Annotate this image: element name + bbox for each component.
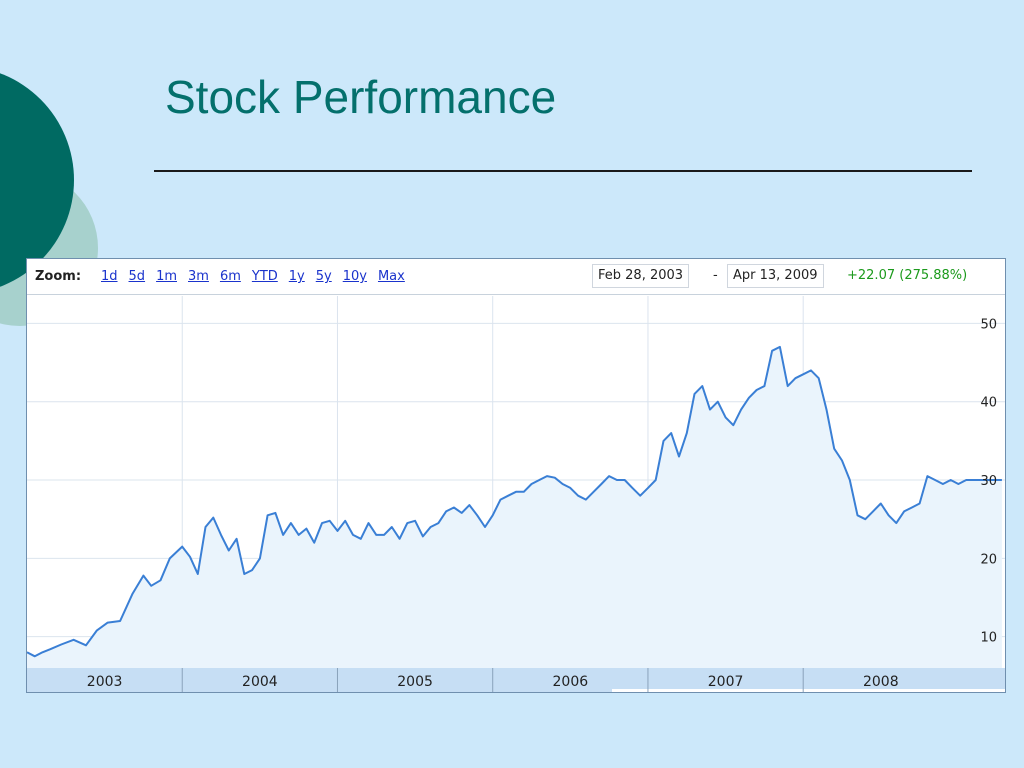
slide-title: Stock Performance [165, 71, 557, 123]
stock-chart-widget: Zoom: 1d 5d 1m 3m 6m YTD 1y 5y 10y Max F… [26, 258, 1006, 693]
zoom-link-1y[interactable]: 1y [288, 269, 305, 284]
x-tick-label: 2004 [242, 674, 278, 690]
zoom-link-max[interactable]: Max [377, 269, 405, 284]
price-line [27, 345, 1002, 658]
zoom-link-1d[interactable]: 1d [101, 269, 118, 284]
decorative-circle-dark [0, 73, 74, 287]
x-tick-label: 2008 [863, 674, 899, 690]
zoom-link-6m[interactable]: 6m [219, 269, 241, 284]
end-date-field[interactable]: Apr 13, 2009 [727, 264, 824, 288]
zoom-options: 1d 5d 1m 3m 6m YTD 1y 5y 10y Max [101, 269, 416, 284]
x-tick-label: 2005 [397, 674, 433, 690]
chart-toolbar: Zoom: 1d 5d 1m 3m 6m YTD 1y 5y 10y Max F… [27, 259, 1005, 295]
title-divider [154, 170, 972, 172]
y-tick-label: 40 [980, 396, 997, 411]
zoom-link-3m[interactable]: 3m [188, 269, 209, 284]
price-change: +22.07 (275.88%) [847, 268, 968, 283]
x-tick-label: 2007 [708, 674, 744, 690]
y-tick-label: 10 [980, 631, 997, 646]
y-tick-label: 50 [980, 317, 997, 332]
x-axis-band [27, 668, 1005, 692]
zoom-link-5d[interactable]: 5d [128, 269, 146, 284]
zoom-link-ytd[interactable]: YTD [251, 269, 278, 284]
y-tick-label: 30 [980, 474, 997, 489]
x-axis-labels: 2003 2004 2005 2006 2007 2008 [87, 668, 899, 692]
zoom-link-1m[interactable]: 1m [156, 269, 177, 284]
price-area [27, 346, 1002, 668]
zoom-label: Zoom: [35, 269, 82, 284]
y-tick-label: 20 [980, 552, 997, 567]
x-tick-label: 2003 [87, 674, 123, 690]
zoom-link-10y[interactable]: 10y [342, 269, 367, 284]
price-chart: 10 20 30 40 50 2003 2004 2005 2006 2007 2008 [27, 296, 1005, 692]
date-separator: - [713, 268, 718, 283]
zoom-link-5y[interactable]: 5y [315, 269, 332, 284]
x-tick-label: 2006 [553, 674, 589, 690]
start-date-field[interactable]: Feb 28, 2003 [592, 264, 690, 288]
y-axis-labels: 10 20 30 40 50 [980, 317, 997, 645]
x-axis-scrollbar[interactable] [612, 689, 1005, 692]
